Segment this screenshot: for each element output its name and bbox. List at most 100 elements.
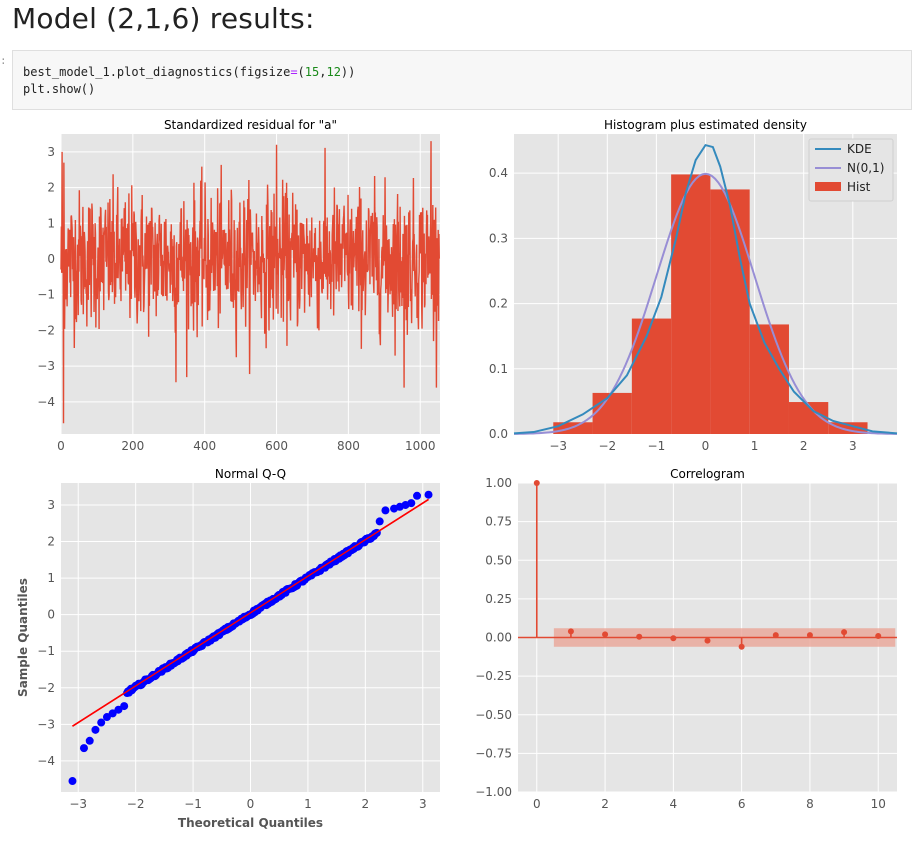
code-comma: ,	[319, 65, 327, 79]
code-call: best_model_1.plot_diagnostics(figsize	[23, 65, 291, 79]
x-tick-label: 2	[362, 797, 370, 811]
acf-marker	[772, 632, 779, 639]
chart-title: Normal Q-Q	[215, 467, 286, 481]
chart-title: Histogram plus estimated density	[604, 118, 807, 132]
x-tick-label: 2	[800, 439, 808, 453]
y-tick-label: −0.25	[475, 669, 512, 683]
legend: KDE N(0,1) Hist	[808, 138, 894, 202]
hist-bar	[828, 422, 868, 434]
acf-marker	[704, 637, 711, 644]
x-axis-label: Theoretical Quantiles	[178, 816, 323, 830]
x-tick-label: 800	[337, 439, 360, 453]
y-tick-label: −2	[37, 323, 55, 337]
y-tick-label: 1	[47, 216, 55, 230]
y-tick-label: 0.0	[489, 427, 508, 441]
chart-title: Correlogram	[670, 467, 745, 481]
hist-bar	[710, 189, 750, 434]
code-number-width: 15	[304, 65, 320, 79]
qq-point	[91, 725, 100, 734]
y-tick-label: −0.50	[475, 708, 512, 722]
x-tick-label: 0	[247, 797, 255, 811]
code-paren-close: ))	[340, 65, 356, 79]
y-tick-label: −2	[37, 681, 55, 695]
cell-prompt-marker: :	[0, 54, 7, 67]
x-tick-label: 10	[871, 797, 886, 811]
x-tick-label: 3	[419, 797, 427, 811]
acf-marker	[636, 633, 643, 640]
qq-point	[407, 499, 416, 508]
qq-point	[120, 702, 129, 711]
y-tick-label: 0.3	[489, 231, 508, 245]
qq-point	[413, 491, 422, 500]
panel-2: −3 −2 −1 0 1 2 3 0.0 0.1 0.2 0.3 0.4 Histogram plus …	[489, 118, 898, 453]
qq-point	[375, 517, 384, 526]
x-tick-label: −3	[69, 797, 87, 811]
code-line-1: best_model_1.plot_diagnostics(figsize=(1…	[23, 65, 355, 79]
qq-point	[97, 718, 106, 727]
y-tick-label: 1	[47, 571, 55, 585]
acf-marker	[738, 643, 745, 650]
panel-3: −3 −2 −1 0 1 2 3 3 2 1 0 −1 −2 −3 −4 Normal Q-Q Theoreti…	[16, 467, 440, 830]
code-line-2: plt.show()	[23, 82, 96, 96]
y-tick-label: 0.2	[489, 297, 508, 311]
qq-point	[424, 490, 433, 499]
residual-series-line	[60, 141, 441, 424]
qq-reference-line-overlay	[72, 498, 429, 727]
legend-swatch-box	[815, 182, 841, 191]
code-cell[interactable]: best_model_1.plot_diagnostics(figsize=(1…	[12, 50, 912, 110]
acf-marker	[806, 632, 813, 639]
qq-point	[68, 777, 77, 786]
y-tick-label: 0.25	[485, 592, 512, 606]
y-tick-label: −1	[37, 644, 55, 658]
x-tick-label: 4	[670, 797, 678, 811]
qq-point	[114, 705, 123, 714]
diagnostics-figure: 0 200 400 600 800 10003210−1−2−3−4Standardize…	[16, 118, 898, 830]
x-tick-label: 6	[738, 797, 746, 811]
y-tick-label: 0.1	[489, 362, 508, 376]
x-tick-label: −1	[648, 439, 666, 453]
kde-line	[513, 143, 898, 435]
code-paren-open: (	[297, 65, 305, 79]
y-tick-label: 0.50	[485, 553, 512, 567]
y-tick-label: 1.00	[485, 476, 512, 490]
x-tick-label: 3	[849, 439, 857, 453]
legend-label: N(0,1)	[847, 161, 884, 175]
y-tick-label: 2	[47, 535, 55, 549]
panel-1: 0 200 400 600 800 1000 3 2 1 0 −1 −2 −3 −4 Standardize…	[37, 118, 441, 453]
y-tick-label: −3	[37, 359, 55, 373]
acf-marker	[841, 629, 848, 636]
y-tick-label: −0.75	[475, 746, 512, 760]
qq-point	[381, 506, 390, 515]
x-tick-label: −2	[127, 797, 145, 811]
code-equals: =	[290, 65, 298, 79]
qq-point	[79, 744, 88, 753]
x-tick-label: 600	[265, 439, 288, 453]
x-tick-label: 0	[57, 439, 65, 453]
qq-point	[85, 736, 94, 745]
legend-label: Hist	[847, 180, 871, 194]
code-number-height: 12	[326, 65, 341, 79]
y-tick-label: −4	[37, 754, 55, 768]
acf-marker	[533, 480, 540, 486]
y-tick-label: 0	[47, 252, 55, 266]
qq-point	[108, 709, 117, 718]
y-tick-label: −1	[37, 288, 55, 302]
x-tick-label: 1000	[405, 439, 436, 453]
y-axis-label: Sample Quantiles	[16, 578, 30, 697]
y-tick-label: 3	[47, 145, 55, 159]
x-tick-label: 400	[193, 439, 216, 453]
y-tick-label: 2	[47, 181, 55, 195]
acf-marker	[875, 632, 882, 639]
y-tick-label: 0.00	[485, 631, 512, 645]
x-tick-label: 2	[601, 797, 609, 811]
y-tick-label: 0.75	[485, 515, 512, 529]
x-tick-label: 1	[751, 439, 759, 453]
y-tick-label: −3	[37, 717, 55, 731]
y-tick-label: 0.4	[489, 166, 508, 180]
x-tick-label: 1	[304, 797, 312, 811]
hist-bar	[749, 324, 789, 434]
x-tick-label: 0	[702, 439, 710, 453]
hist-bar	[671, 174, 711, 434]
page-title: Model (2,1,6) results:	[12, 2, 315, 35]
normal-density-line	[513, 172, 898, 435]
